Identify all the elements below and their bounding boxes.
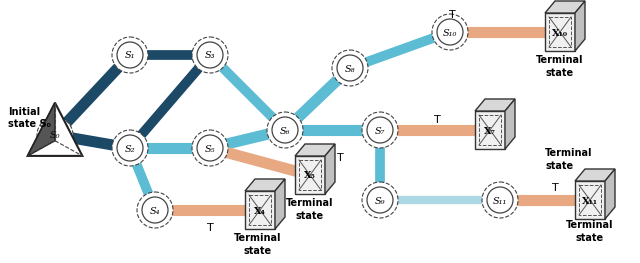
Text: Terminal
state: Terminal state bbox=[566, 220, 614, 243]
Text: Terminal
state: Terminal state bbox=[234, 233, 282, 256]
Polygon shape bbox=[475, 99, 515, 111]
Circle shape bbox=[437, 19, 463, 45]
Polygon shape bbox=[28, 103, 55, 156]
Text: S₀: S₀ bbox=[50, 132, 60, 140]
Polygon shape bbox=[505, 99, 515, 149]
Circle shape bbox=[272, 117, 298, 143]
Polygon shape bbox=[295, 144, 335, 156]
Text: S₅: S₅ bbox=[205, 144, 215, 154]
Text: T: T bbox=[207, 223, 213, 233]
Text: S₄: S₄ bbox=[150, 206, 160, 215]
Polygon shape bbox=[325, 144, 335, 194]
Circle shape bbox=[362, 182, 398, 218]
Circle shape bbox=[137, 192, 173, 228]
Circle shape bbox=[192, 37, 228, 73]
Text: T: T bbox=[449, 10, 456, 20]
Text: Terminal
state: Terminal state bbox=[536, 55, 584, 78]
Text: X₁₁: X₁₁ bbox=[582, 196, 598, 205]
Circle shape bbox=[367, 187, 393, 213]
Text: X₁₀: X₁₀ bbox=[552, 28, 568, 38]
Text: T: T bbox=[552, 183, 558, 193]
Text: S₁: S₁ bbox=[125, 52, 135, 60]
Polygon shape bbox=[245, 191, 275, 229]
Text: X₄: X₄ bbox=[254, 206, 266, 215]
Circle shape bbox=[432, 14, 468, 50]
Text: T: T bbox=[434, 115, 440, 125]
Text: S₃: S₃ bbox=[205, 52, 215, 60]
Text: X₅: X₅ bbox=[304, 171, 316, 180]
Polygon shape bbox=[275, 179, 285, 229]
Polygon shape bbox=[545, 13, 575, 51]
Text: S₇: S₇ bbox=[375, 127, 385, 135]
Circle shape bbox=[117, 135, 143, 161]
Text: Terminal
state: Terminal state bbox=[286, 198, 333, 221]
Polygon shape bbox=[295, 156, 325, 194]
Polygon shape bbox=[475, 111, 505, 149]
Text: S₉: S₉ bbox=[375, 196, 385, 205]
Text: S₁₁: S₁₁ bbox=[493, 196, 507, 205]
Polygon shape bbox=[575, 1, 585, 51]
Circle shape bbox=[332, 50, 368, 86]
Text: S₁₀: S₁₀ bbox=[443, 28, 457, 38]
Text: Initial
state S₀: Initial state S₀ bbox=[8, 107, 51, 129]
Polygon shape bbox=[545, 1, 585, 13]
Text: S₈: S₈ bbox=[345, 64, 355, 73]
Circle shape bbox=[337, 55, 363, 81]
Circle shape bbox=[367, 117, 393, 143]
Text: S₂: S₂ bbox=[125, 144, 135, 154]
Text: X₇: X₇ bbox=[484, 127, 496, 135]
Circle shape bbox=[267, 112, 303, 148]
Circle shape bbox=[37, 117, 73, 153]
Circle shape bbox=[112, 130, 148, 166]
Circle shape bbox=[197, 135, 223, 161]
Circle shape bbox=[142, 197, 168, 223]
Polygon shape bbox=[245, 179, 285, 191]
Circle shape bbox=[192, 130, 228, 166]
Circle shape bbox=[117, 42, 143, 68]
Polygon shape bbox=[605, 169, 615, 219]
Polygon shape bbox=[575, 169, 615, 181]
Text: S₆: S₆ bbox=[280, 127, 291, 135]
Circle shape bbox=[112, 37, 148, 73]
Circle shape bbox=[487, 187, 513, 213]
Circle shape bbox=[362, 112, 398, 148]
Text: Terminal
state: Terminal state bbox=[545, 148, 593, 171]
Polygon shape bbox=[28, 103, 83, 156]
Polygon shape bbox=[575, 181, 605, 219]
Text: T: T bbox=[337, 153, 344, 163]
Circle shape bbox=[42, 122, 68, 148]
Circle shape bbox=[197, 42, 223, 68]
Circle shape bbox=[482, 182, 518, 218]
